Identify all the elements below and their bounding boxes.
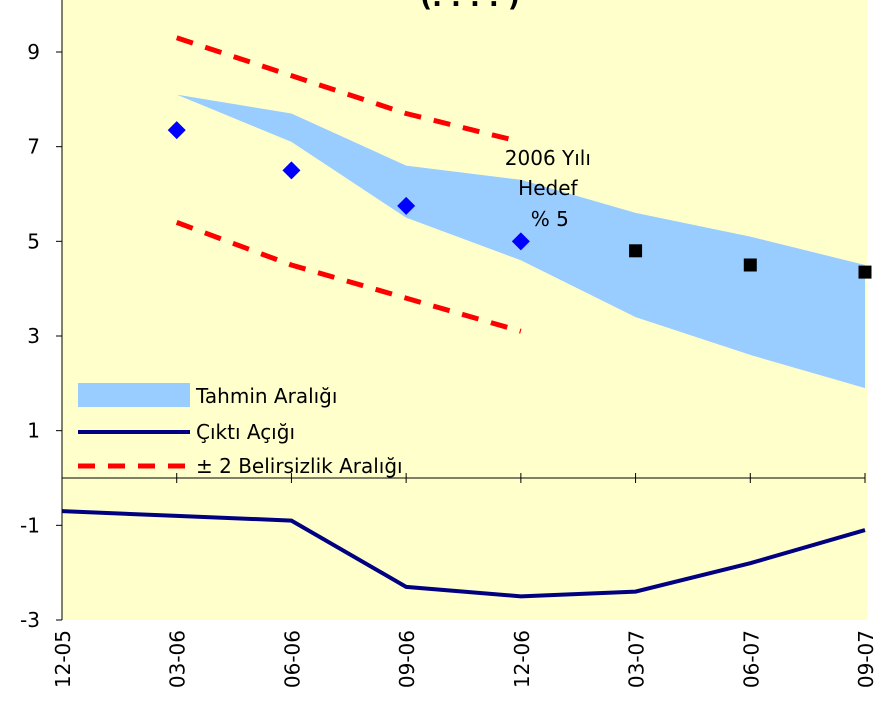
legend-label: Çıktı Açığı — [196, 420, 295, 444]
axes — [61, 0, 865, 620]
legend-label: ± 2 Belirsizlik Aralığı — [196, 454, 403, 478]
y-tick-label: -1 — [20, 513, 40, 537]
diamond-point — [282, 161, 301, 180]
square-point — [629, 244, 643, 258]
square-point — [743, 258, 757, 272]
diamond-point — [397, 196, 416, 215]
y-tick-label: -3 — [20, 608, 40, 632]
y-tick-label: 5 — [27, 229, 40, 253]
legend-swatch-band — [78, 383, 190, 407]
x-tick-label: 09-07 — [854, 630, 875, 688]
uncertainty-lines — [175, 35, 522, 334]
x-tick-label: 06-06 — [280, 630, 304, 688]
x-tick-label: 03-07 — [625, 630, 649, 688]
diamond-point — [167, 121, 186, 140]
annotation-line: Hedef — [518, 176, 578, 200]
marker-points — [167, 121, 872, 279]
diamond-point — [511, 232, 530, 251]
y-tick-label: 9 — [27, 40, 40, 64]
legend: Tahmin Aralığı Çıktı Açığı ± 2 Belirsizlik… — [78, 383, 403, 478]
square-point — [858, 265, 872, 279]
y-tick-label: 1 — [27, 419, 40, 443]
y-tick-label: 7 — [27, 135, 40, 159]
uncertainty-line-lower — [175, 220, 522, 334]
x-tick-label: 09-06 — [395, 630, 419, 688]
x-tick-label: 12-05 — [51, 630, 75, 688]
annotation-line: 2006 Yılı — [505, 146, 591, 170]
x-axis-ticks: 12-05 03-06 06-06 09-06 12-06 03-07 06-07 09-07 — [51, 473, 875, 688]
x-tick-label: 06-07 — [739, 630, 763, 688]
annotation: 2006 Yılı Hedef % 5 — [505, 146, 591, 231]
legend-label: Tahmin Aralığı — [195, 384, 337, 408]
annotation-line: % 5 — [531, 207, 569, 231]
x-tick-label: 12-06 — [510, 630, 534, 688]
chart-title: (. . . . ) — [420, 0, 519, 13]
y-axis-ticks: 9 7 5 3 1 -1 -3 — [20, 40, 62, 632]
forecast-band-area — [62, 94, 865, 389]
y-tick-label: 3 — [27, 324, 40, 348]
uncertainty-line-upper — [175, 35, 522, 145]
output-gap-line — [61, 509, 866, 599]
x-tick-label: 03-06 — [166, 630, 190, 688]
